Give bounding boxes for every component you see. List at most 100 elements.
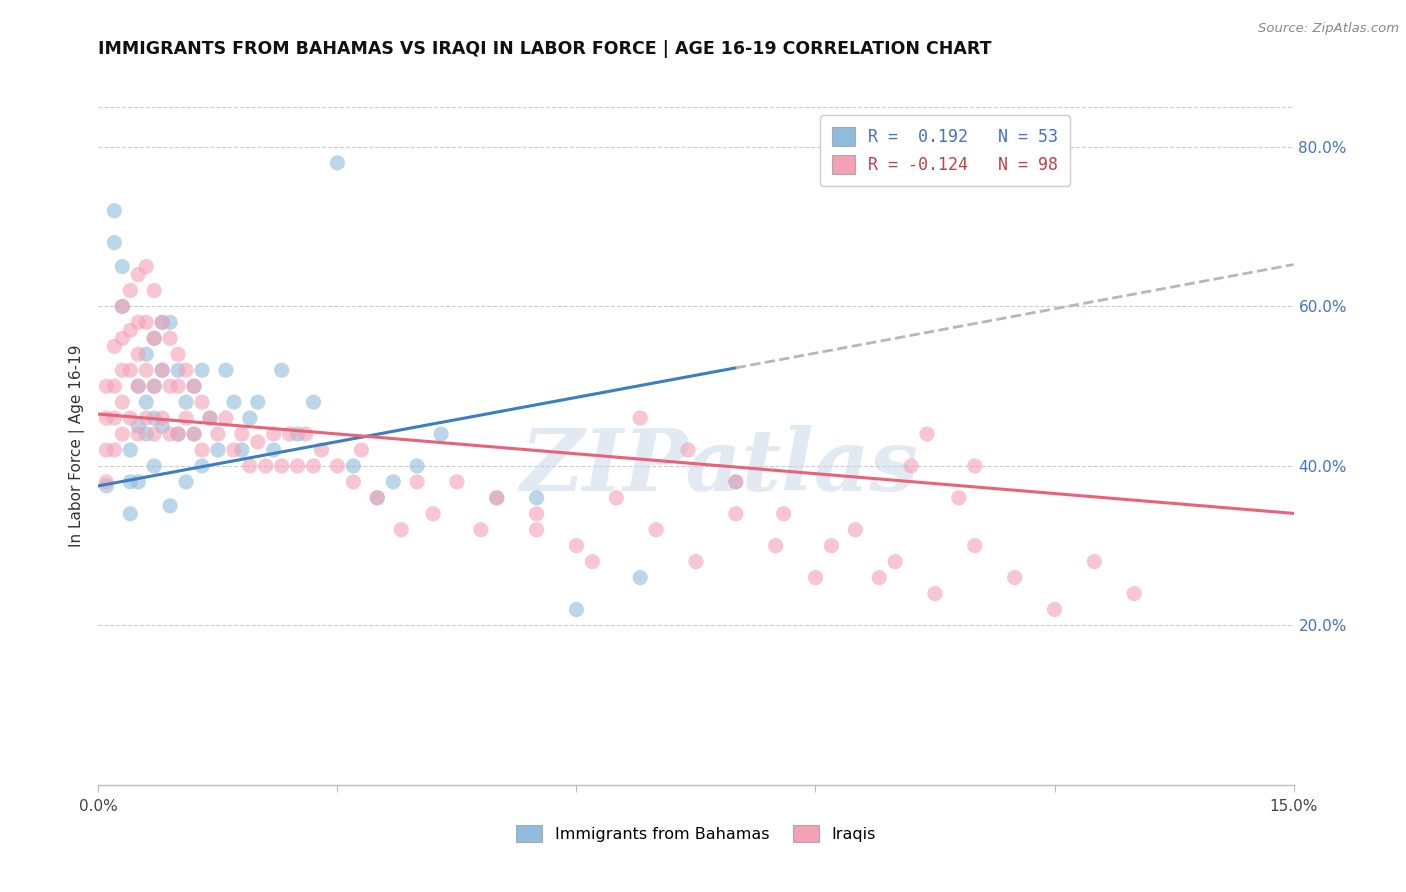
Point	[287, 458, 309, 473]
Point	[342, 458, 364, 473]
Point	[159, 427, 181, 442]
Point	[103, 339, 125, 353]
Point	[270, 363, 292, 377]
Point	[287, 427, 309, 442]
Point	[167, 427, 190, 442]
Point	[366, 491, 388, 505]
Point	[231, 427, 253, 442]
Point	[150, 363, 173, 377]
Point	[246, 435, 269, 450]
Point	[159, 315, 181, 329]
Point	[135, 260, 157, 274]
Point	[120, 507, 142, 521]
Point	[207, 442, 229, 457]
Point	[924, 586, 946, 600]
Point	[231, 442, 253, 457]
Point	[120, 363, 142, 377]
Point	[111, 427, 134, 442]
Point	[127, 379, 149, 393]
Point	[183, 427, 205, 442]
Point	[222, 442, 245, 457]
Point	[183, 379, 205, 393]
Point	[96, 479, 118, 493]
Point	[127, 419, 149, 434]
Point	[302, 458, 325, 473]
Point	[135, 411, 157, 425]
Point	[884, 555, 907, 569]
Point	[111, 395, 134, 409]
Point	[844, 523, 866, 537]
Point	[127, 315, 149, 329]
Point	[183, 379, 205, 393]
Point	[96, 379, 118, 393]
Point	[150, 363, 173, 377]
Point	[804, 571, 827, 585]
Point	[120, 323, 142, 337]
Point	[143, 331, 166, 345]
Point	[294, 427, 316, 442]
Point	[198, 411, 221, 425]
Point	[103, 379, 125, 393]
Point	[143, 411, 166, 425]
Point	[111, 331, 134, 345]
Point	[239, 458, 262, 473]
Point	[96, 442, 118, 457]
Point	[605, 491, 627, 505]
Point	[765, 539, 787, 553]
Point	[150, 419, 173, 434]
Point	[581, 555, 603, 569]
Point	[724, 475, 747, 489]
Point	[1123, 586, 1146, 600]
Text: Source: ZipAtlas.com: Source: ZipAtlas.com	[1258, 22, 1399, 36]
Point	[111, 300, 134, 314]
Point	[485, 491, 508, 505]
Point	[948, 491, 970, 505]
Point	[963, 458, 986, 473]
Point	[96, 475, 118, 489]
Point	[685, 555, 707, 569]
Point	[406, 475, 429, 489]
Text: ZIPatlas: ZIPatlas	[520, 425, 920, 508]
Point	[127, 427, 149, 442]
Point	[1043, 602, 1066, 616]
Point	[159, 379, 181, 393]
Point	[422, 507, 444, 521]
Point	[263, 427, 285, 442]
Point	[174, 411, 197, 425]
Point	[127, 475, 149, 489]
Point	[526, 523, 548, 537]
Point	[127, 347, 149, 361]
Point	[382, 475, 405, 489]
Point	[198, 411, 221, 425]
Point	[526, 507, 548, 521]
Point	[191, 395, 214, 409]
Point	[645, 523, 668, 537]
Point	[915, 427, 938, 442]
Point	[389, 523, 412, 537]
Point	[191, 442, 214, 457]
Point	[143, 331, 166, 345]
Point	[135, 427, 157, 442]
Point	[135, 363, 157, 377]
Point	[191, 458, 214, 473]
Point	[96, 411, 118, 425]
Point	[366, 491, 388, 505]
Point	[215, 363, 238, 377]
Point	[174, 395, 197, 409]
Point	[526, 491, 548, 505]
Point	[350, 442, 373, 457]
Point	[1083, 555, 1105, 569]
Point	[111, 300, 134, 314]
Point	[311, 442, 333, 457]
Point	[868, 571, 890, 585]
Point	[342, 475, 364, 489]
Point	[470, 523, 492, 537]
Point	[150, 315, 173, 329]
Point	[270, 458, 292, 473]
Point	[676, 442, 699, 457]
Point	[167, 427, 190, 442]
Point	[820, 539, 842, 553]
Point	[120, 411, 142, 425]
Point	[263, 442, 285, 457]
Point	[254, 458, 277, 473]
